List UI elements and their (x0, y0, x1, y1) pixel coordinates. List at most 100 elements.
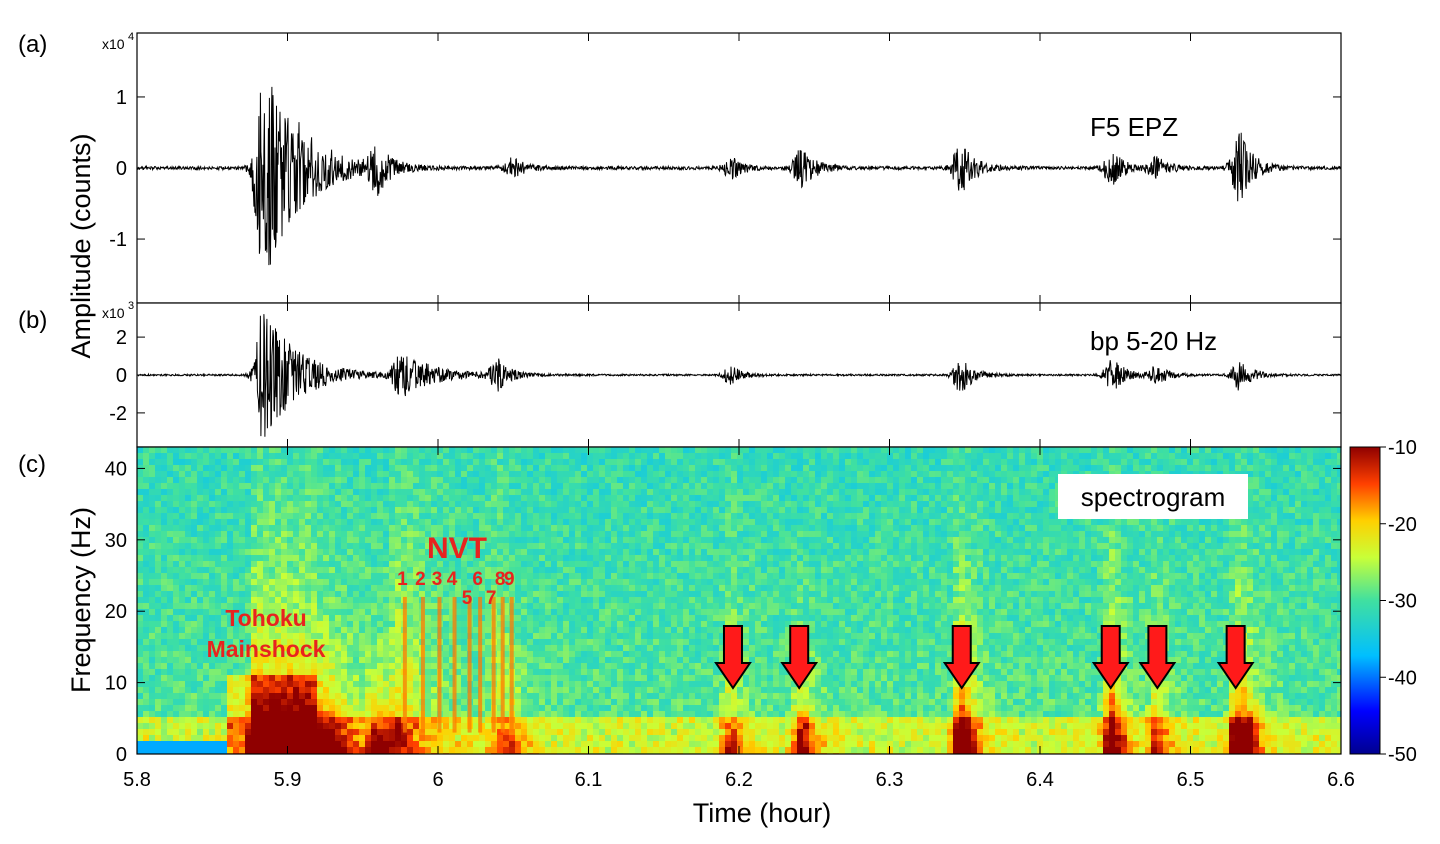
spectrogram-cell (263, 741, 270, 748)
spectrogram-cell (245, 465, 252, 472)
spectrogram-cell (329, 531, 336, 538)
spectrogram-cell (335, 675, 342, 682)
spectrogram-cell (221, 645, 228, 652)
spectrogram-cell (575, 735, 582, 742)
spectrogram-cell (395, 579, 402, 586)
spectrogram-cell (485, 657, 492, 664)
spectrogram-cell (209, 567, 216, 574)
spectrogram-cell (467, 561, 474, 568)
spectrogram-cell (383, 603, 390, 610)
spectrogram-cell (521, 513, 528, 520)
spectrogram-cell (191, 525, 198, 532)
spectrogram-cell (191, 561, 198, 568)
spectrogram-cell (323, 621, 330, 628)
spectrogram-cell (215, 621, 222, 628)
spectrogram-cell (155, 621, 162, 628)
spectrogram-cell (191, 573, 198, 580)
spectrogram-cell (311, 657, 318, 664)
spectrogram-cell (515, 693, 522, 700)
spectrogram-cell (659, 543, 666, 550)
spectrogram-cell (245, 591, 252, 598)
spectrogram-cell (611, 489, 618, 496)
spectrogram-cell (185, 501, 192, 508)
spectrogram-cell (425, 501, 432, 508)
spectrogram-cell (155, 555, 162, 562)
spectrogram-cell (557, 651, 564, 658)
spectrogram-cell (215, 549, 222, 556)
spectrogram-cell (401, 453, 408, 460)
spectrogram-cell (335, 489, 342, 496)
spectrogram-cell (365, 477, 372, 484)
spectrogram-cell (503, 501, 510, 508)
spectrogram-cell (275, 741, 282, 748)
spectrogram-cell (371, 477, 378, 484)
spectrogram-cell (137, 693, 144, 700)
spectrogram-cell (203, 633, 210, 640)
spectrogram-cell (701, 651, 708, 658)
spectrogram-cell (173, 537, 180, 544)
spectrogram-cell (251, 645, 258, 652)
spectrogram-cell (701, 525, 708, 532)
spectrogram-cell (659, 627, 666, 634)
spectrogram-cell (305, 615, 312, 622)
spectrogram-cell (527, 483, 534, 490)
spectrogram-cell (305, 675, 312, 682)
spectrogram-cell (473, 591, 480, 598)
spectrogram-cell (287, 543, 294, 550)
spectrogram-cell (263, 483, 270, 490)
spectrogram-cell (665, 723, 672, 730)
spectrogram-cell (641, 711, 648, 718)
spectrogram-cell (701, 537, 708, 544)
spectrogram-cell (233, 561, 240, 568)
spectrogram-cell (587, 741, 594, 748)
spectrogram-cell (185, 663, 192, 670)
spectrogram-cell (635, 495, 642, 502)
spectrogram-cell (371, 495, 378, 502)
spectrogram-cell (653, 483, 660, 490)
spectrogram-cell (695, 651, 702, 658)
spectrogram-cell (377, 747, 384, 754)
spectrogram-cell (665, 537, 672, 544)
spectrogram-cell (671, 453, 678, 460)
spectrogram-cell (233, 705, 240, 712)
spectrogram-cell (155, 591, 162, 598)
spectrogram-cell (413, 459, 420, 466)
spectrogram-cell (413, 447, 420, 454)
spectrogram-cell (431, 609, 438, 616)
spectrogram-cell (563, 627, 570, 634)
spectrogram-cell (149, 525, 156, 532)
spectrogram-cell (443, 537, 450, 544)
spectrogram-cell (617, 495, 624, 502)
spectrogram-cell (533, 699, 540, 706)
spectrogram-cell (365, 597, 372, 604)
spectrogram-cell (341, 705, 348, 712)
spectrogram-cell (515, 495, 522, 502)
spectrogram-cell (329, 735, 336, 742)
spectrogram-cell (413, 585, 420, 592)
spectrogram-cell (503, 555, 510, 562)
spectrogram-cell (167, 465, 174, 472)
spectrogram-cell (479, 531, 486, 538)
spectrogram-cell (245, 585, 252, 592)
spectrogram-cell (431, 543, 438, 550)
spectrogram-cell (569, 651, 576, 658)
spectrogram-cell (137, 501, 144, 508)
spectrogram-cell (161, 705, 168, 712)
spectrogram-cell (671, 699, 678, 706)
spectrogram-cell (305, 633, 312, 640)
spectrogram-cell (233, 627, 240, 634)
spectrogram-cell (509, 513, 516, 520)
spectrogram-cell (533, 453, 540, 460)
spectrogram-cell (311, 723, 318, 730)
spectrogram-cell (425, 513, 432, 520)
spectrogram-cell (479, 579, 486, 586)
spectrogram-cell (539, 723, 546, 730)
spectrogram-cell (695, 747, 702, 754)
spectrogram-cell (149, 651, 156, 658)
spectrogram-cell (227, 459, 234, 466)
spectrogram-cell (245, 543, 252, 550)
spectrogram-cell (635, 705, 642, 712)
spectrogram-cell (269, 657, 276, 664)
spectrogram-cell (155, 699, 162, 706)
spectrogram-cell (353, 561, 360, 568)
